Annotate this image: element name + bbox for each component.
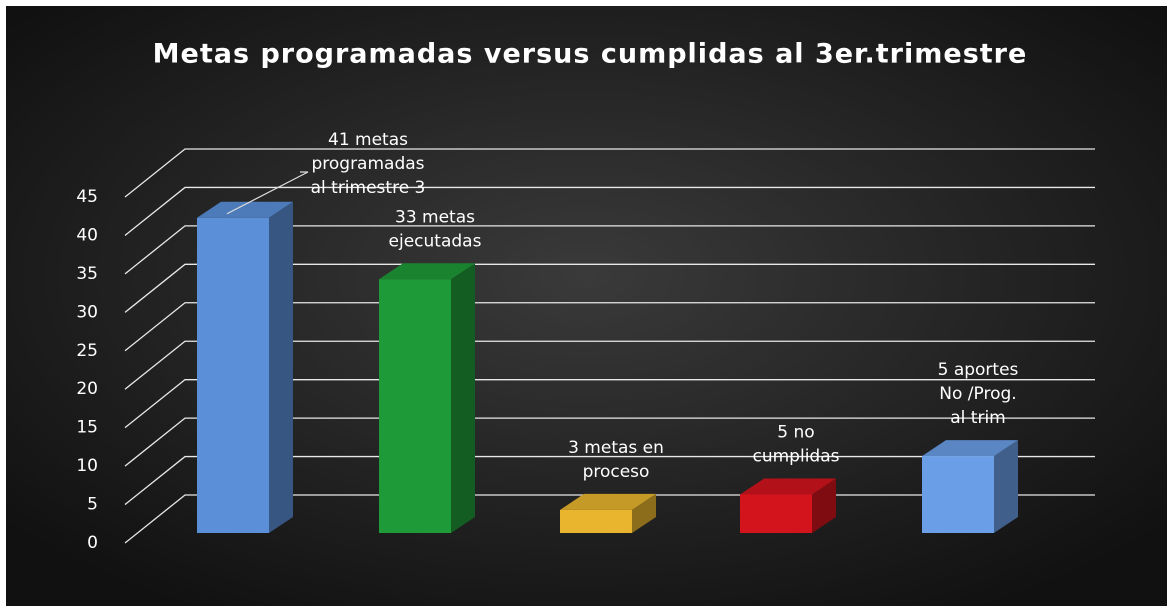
grid-line: [124, 455, 1095, 506]
bar: [740, 478, 836, 533]
bar-front: [197, 217, 269, 533]
bar: [560, 493, 656, 533]
data-label: al trim: [950, 408, 1005, 428]
bar-side: [451, 263, 475, 533]
grid-line: [124, 186, 1095, 236]
chart-title: Metas programadas versus cumplidas al 3e…: [153, 39, 1028, 70]
data-label: No /Prog.: [939, 384, 1016, 404]
grid-line: [124, 302, 1095, 352]
bar-front: [922, 456, 994, 533]
y-tick-label: 35: [76, 264, 98, 284]
data-label: 41 metas: [328, 130, 408, 150]
bar-side: [632, 493, 656, 533]
data-label: 33 metas: [395, 207, 475, 227]
y-tick-label: 45: [76, 187, 98, 207]
y-tick-label: 25: [76, 341, 98, 361]
data-label: programadas: [311, 154, 424, 174]
bar-top: [197, 201, 293, 218]
y-tick-label: 10: [76, 456, 98, 476]
data-label: ejecutadas: [389, 231, 482, 251]
grid-line: [124, 225, 1095, 275]
bar: [197, 201, 293, 533]
bar-top: [560, 493, 656, 510]
bar-front: [740, 494, 812, 533]
grid-line: [124, 148, 1095, 198]
bar: [922, 440, 1018, 533]
data-label: cumplidas: [753, 447, 840, 467]
data-label: 3 metas en: [568, 438, 664, 458]
leader-line: [226, 171, 309, 215]
y-tick-label: 5: [87, 495, 98, 515]
y-tick-label: 15: [76, 418, 98, 438]
y-tick-label: 20: [76, 379, 98, 399]
grid-line: [124, 340, 1095, 390]
data-label: 5 no: [777, 423, 814, 443]
bar-side: [812, 478, 836, 533]
y-tick-label: 0: [87, 533, 98, 553]
bar-side: [269, 201, 293, 533]
bar: [379, 263, 475, 533]
data-label: al trimestre 3: [311, 178, 426, 198]
bar-front: [560, 509, 632, 533]
data-label: 5 aportes: [938, 360, 1019, 380]
bar-top: [922, 440, 1018, 457]
bar-front: [379, 279, 451, 533]
bar-top: [379, 263, 475, 280]
bar-top: [740, 478, 836, 495]
y-tick-label: 40: [76, 225, 98, 245]
grid-line: [124, 417, 1095, 467]
grid-line: [124, 263, 1095, 313]
data-label: proceso: [583, 462, 650, 482]
bar-side: [994, 440, 1018, 533]
y-tick-label: 30: [76, 302, 98, 322]
grid-line: [124, 379, 1095, 429]
